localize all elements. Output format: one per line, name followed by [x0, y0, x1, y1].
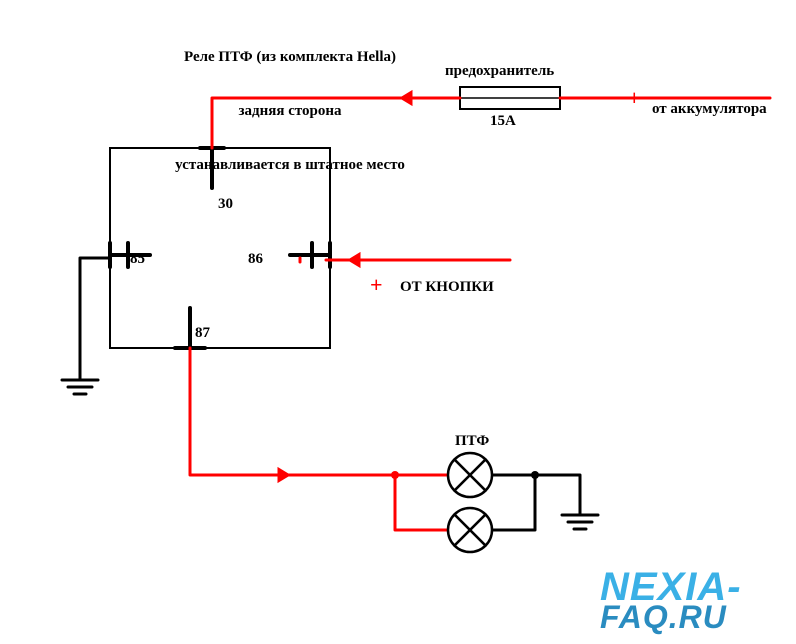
pin-87-label: 87	[195, 324, 210, 342]
watermark: NEXIA- FAQ.RU	[600, 570, 742, 631]
plus-battery: +	[628, 85, 641, 111]
ptf-label: ПТФ	[455, 432, 489, 450]
relay-title: Реле ПТФ (из комплекта Hella) задняя сто…	[130, 12, 450, 192]
pin-86-label: 86	[248, 250, 263, 268]
pin-30-label: 30	[218, 195, 233, 213]
battery-label: от аккумулятора	[652, 100, 767, 118]
title-line1: Реле ПТФ (из комплекта Hella)	[130, 48, 450, 66]
pin-85-label: 85	[130, 250, 145, 268]
fuse-label-bottom: 15А	[490, 112, 516, 130]
watermark-bottom: FAQ.RU	[600, 604, 742, 631]
fuse-label-top: предохранитель	[445, 62, 554, 80]
title-line2: задняя сторона	[130, 102, 450, 120]
button-label: ОТ КНОПКИ	[400, 278, 494, 296]
title-line3: устанавливается в штатное место	[130, 156, 450, 174]
plus-button: +	[370, 272, 383, 298]
